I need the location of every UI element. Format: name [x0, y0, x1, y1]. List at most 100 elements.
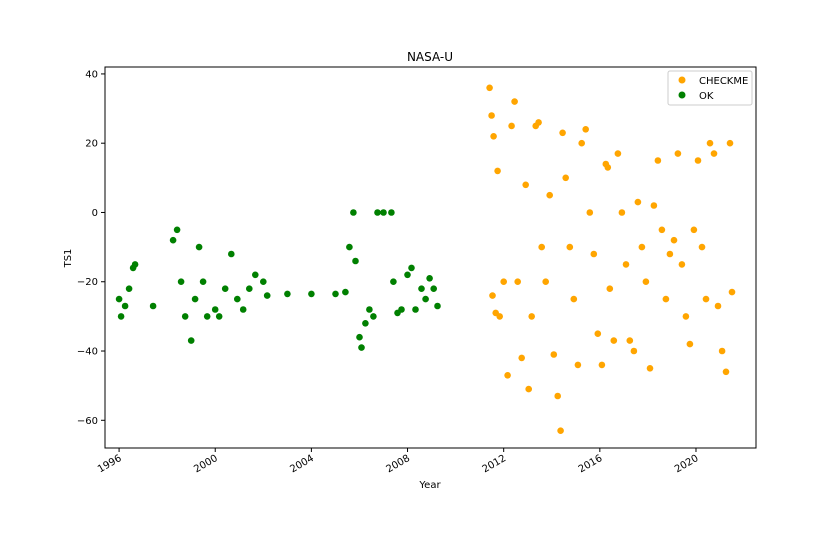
point-checkme-3 [490, 133, 497, 140]
point-checkme-9 [508, 122, 515, 130]
point-checkme-50 [658, 226, 666, 234]
point-checkme-67 [726, 139, 734, 147]
point-checkme-68 [728, 288, 736, 296]
plot-frame [104, 66, 757, 449]
point-ok-2 [121, 302, 129, 310]
point-ok-10 [181, 313, 189, 320]
point-checkme-24 [559, 129, 566, 137]
point-checkme-47 [646, 365, 654, 372]
point-checkme-33 [594, 330, 602, 338]
point-ok-25 [263, 292, 271, 299]
point-ok-3 [125, 285, 133, 293]
point-checkme-13 [522, 181, 529, 189]
point-checkme-61 [702, 295, 710, 303]
point-ok-19 [228, 250, 235, 258]
point-ok-50 [430, 285, 438, 293]
point-checkme-31 [586, 209, 594, 216]
point-checkme-21 [550, 351, 558, 358]
point-checkme-32 [590, 250, 598, 258]
point-checkme-34 [598, 361, 606, 369]
point-checkme-48 [650, 202, 658, 209]
point-ok-12 [191, 295, 199, 303]
point-checkme-65 [718, 347, 726, 355]
point-ok-21 [239, 306, 247, 313]
point-ok-11 [187, 337, 195, 344]
point-ok-31 [350, 209, 357, 216]
point-ok-9 [177, 278, 185, 286]
point-checkme-14 [525, 385, 532, 393]
point-checkme-25 [562, 174, 569, 182]
chart-title: NASA-U [407, 50, 453, 64]
point-checkme-58 [690, 226, 698, 234]
point-ok-46 [412, 306, 419, 313]
point-checkme-5 [494, 167, 501, 175]
point-ok-8 [173, 226, 181, 234]
point-checkme-6 [496, 313, 504, 320]
point-checkme-29 [578, 139, 585, 147]
point-ok-39 [380, 209, 387, 216]
point-checkme-62 [706, 139, 714, 147]
point-ok-27 [308, 290, 315, 298]
point-checkme-8 [504, 372, 511, 379]
point-checkme-44 [634, 198, 642, 206]
point-checkme-45 [638, 243, 646, 251]
point-checkme-39 [614, 150, 622, 157]
legend-label-checkme: CHECKME [699, 76, 748, 87]
point-ok-18 [221, 285, 229, 293]
point-ok-49 [426, 275, 433, 282]
point-ok-45 [408, 264, 415, 272]
point-ok-17 [215, 313, 223, 320]
point-checkme-18 [538, 243, 545, 251]
point-checkme-23 [557, 427, 564, 435]
point-checkme-7 [500, 278, 508, 286]
point-checkme-22 [554, 392, 561, 400]
x-axis-title: Year [418, 480, 441, 491]
point-ok-28 [332, 290, 339, 298]
point-checkme-60 [698, 243, 706, 251]
point-ok-47 [418, 285, 425, 293]
point-checkme-46 [642, 278, 650, 286]
y-axis-title: TS1 [63, 249, 74, 269]
point-checkme-26 [566, 243, 574, 251]
point-checkme-42 [626, 337, 634, 344]
point-ok-40 [388, 209, 395, 216]
point-checkme-20 [546, 191, 553, 199]
point-checkme-38 [610, 337, 618, 344]
point-ok-36 [366, 306, 373, 313]
point-ok-26 [284, 290, 291, 298]
y-tick-label-2: 0 [92, 208, 98, 219]
point-ok-0 [115, 295, 123, 303]
legend-marker-checkme [678, 76, 686, 84]
point-checkme-40 [618, 209, 626, 216]
point-ok-20 [234, 295, 241, 303]
point-checkme-2 [489, 292, 496, 299]
point-ok-51 [434, 302, 441, 310]
point-checkme-64 [714, 302, 722, 310]
point-ok-22 [246, 285, 253, 293]
point-checkme-66 [722, 368, 730, 376]
point-ok-44 [404, 271, 411, 279]
point-ok-37 [370, 313, 377, 320]
y-tick-label-0: 40 [85, 69, 98, 80]
point-checkme-0 [486, 84, 493, 92]
point-ok-15 [203, 313, 211, 320]
point-checkme-59 [694, 157, 702, 164]
point-checkme-12 [518, 354, 525, 362]
point-ok-5 [131, 261, 139, 268]
point-checkme-51 [662, 295, 670, 303]
point-checkme-53 [670, 236, 678, 244]
legend-box [667, 70, 753, 106]
point-ok-1 [117, 313, 125, 320]
legend: CHECKME OK [667, 70, 753, 106]
point-ok-34 [358, 344, 365, 351]
point-checkme-52 [666, 250, 674, 258]
point-ok-7 [169, 236, 177, 244]
point-checkme-11 [514, 278, 521, 286]
point-checkme-57 [686, 340, 694, 348]
point-checkme-30 [582, 126, 589, 133]
point-checkme-54 [674, 150, 682, 157]
point-checkme-15 [528, 313, 535, 320]
point-ok-35 [362, 320, 369, 327]
point-checkme-17 [535, 119, 542, 126]
